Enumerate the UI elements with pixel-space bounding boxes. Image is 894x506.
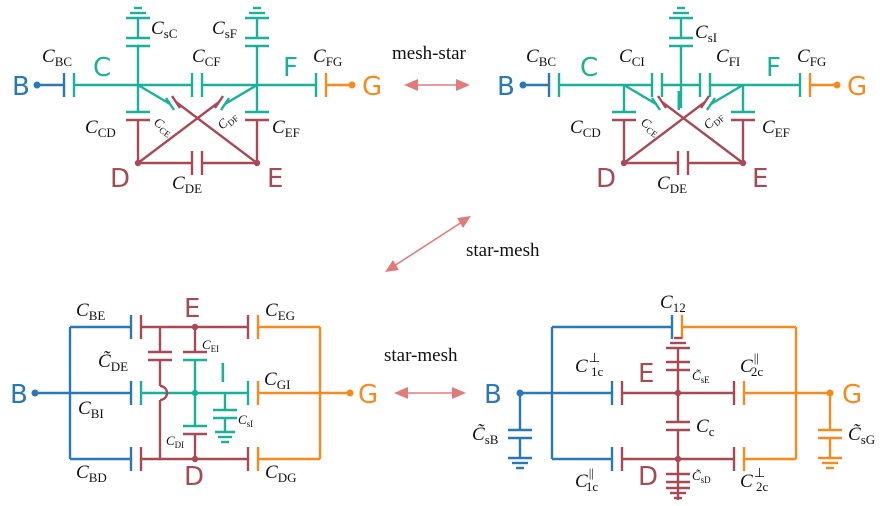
cap-label-ef: CEF xyxy=(272,117,300,140)
node-label-i-tr: I xyxy=(675,87,683,117)
panel-top-left: B C F G D E CsC CsF CBC CCF CFG CCD CEF … xyxy=(12,6,382,196)
cap-label-fi-tr: CFI xyxy=(716,46,740,69)
cap-label-cd-tr: CCD xyxy=(570,117,601,140)
star-mesh-diagonal-arrow: star-mesh xyxy=(385,216,540,272)
cap-label-si-tr: CsI xyxy=(695,22,717,45)
cap-label-si-bl: CsI xyxy=(238,412,253,429)
cap-label-de-bl: C̃DE xyxy=(98,351,128,374)
panel-bottom-right: B E D G C12 C⊥ 1c C|| 1c C|| 2c C⊥ 2c C̃sE C… xyxy=(472,292,875,500)
cap-label-bd-bl: CBD xyxy=(76,462,107,485)
cap-label-ci-tr: CCI xyxy=(619,46,645,69)
node-label-b: B xyxy=(12,72,30,102)
node-label-d: D xyxy=(110,164,130,194)
node-label-e-tr: E xyxy=(752,164,768,194)
op-label-star-mesh-bottom: star-mesh xyxy=(384,345,458,366)
cap-label-sc: CsC xyxy=(151,18,177,41)
cap-label-sf: CsF xyxy=(212,18,237,41)
port-dot-g xyxy=(348,81,356,89)
cap-label-c2c-par-br: C|| 2c xyxy=(740,350,763,379)
node-label-d-tr: D xyxy=(596,164,616,194)
cap-label-c-br: Cc xyxy=(696,416,715,439)
cap-label-sb-br: C̃sB xyxy=(472,424,499,447)
node-label-d-br: D xyxy=(638,462,658,492)
cap-label-cd: CCD xyxy=(85,117,116,140)
cap-label-ei-bl: CEI xyxy=(202,337,219,354)
cap-label-bc-tr: CBC xyxy=(526,46,556,69)
cap-label-be-bl: CBE xyxy=(76,300,105,323)
node-label-f: F xyxy=(283,53,298,83)
node-label-e-bl: E xyxy=(184,294,200,324)
star-mesh-bottom-arrow: star-mesh xyxy=(384,345,466,399)
cap-label-di-bl: CDI xyxy=(166,433,184,450)
cap-label-de-tr: CDE xyxy=(657,173,687,196)
panel-bottom-left: B E I D G CBE CEG C̃DE CEI CBI CGI CsI C… xyxy=(10,294,378,492)
node-label-g-br: G xyxy=(842,380,862,410)
node-label-b-br: B xyxy=(484,380,502,410)
cap-label-gi-bl: CGI xyxy=(264,369,290,392)
cap-label-sd-br: C̃sD xyxy=(692,468,711,485)
cap-label-bc: CBC xyxy=(42,46,72,69)
node-label-c-tr: C xyxy=(580,53,598,83)
cap-label-c1c-perp-br: C⊥ 1c xyxy=(575,350,604,379)
cap-label-eg-bl: CEG xyxy=(265,300,295,323)
cap-label-dg-bl: CDG xyxy=(265,462,296,485)
cap-label-ef-tr: CEF xyxy=(762,117,790,140)
mesh-star-arrow: mesh-star xyxy=(392,43,470,91)
node-label-g-bl: G xyxy=(358,380,378,410)
cap-label-c1c-par-br: C|| 1c xyxy=(575,465,598,494)
cap-label-sg-br: C̃sG xyxy=(848,424,875,447)
cap-label-bi-bl: CBI xyxy=(78,398,104,421)
op-label-mesh-star: mesh-star xyxy=(392,43,467,64)
node-label-e-br: E xyxy=(638,359,654,389)
cap-label-df-tr: CDF xyxy=(700,108,726,134)
op-label-star-mesh-diag: star-mesh xyxy=(466,240,540,261)
node-label-d-bl: D xyxy=(184,462,204,492)
node-label-g-tr: G xyxy=(847,72,867,102)
cap-label-fg: CFG xyxy=(313,46,342,69)
cap-label-cf: CCF xyxy=(192,46,221,69)
node-label-b-tr: B xyxy=(497,72,515,102)
cap-label-de: CDE xyxy=(172,173,202,196)
cap-label-c12-br: C12 xyxy=(660,292,686,315)
node-label-b-bl: B xyxy=(10,380,28,410)
node-label-f-tr: F xyxy=(766,53,781,83)
node-label-i-bl: I xyxy=(219,359,227,389)
node-label-g: G xyxy=(362,72,382,102)
cap-label-fg-tr: CFG xyxy=(797,46,826,69)
node-label-e: E xyxy=(267,164,283,194)
cap-label-df: CDF xyxy=(214,108,240,134)
node-label-c: C xyxy=(93,53,111,83)
panel-top-right: B C I F G D E CsI CBC CCI CFI CFG CCD CE… xyxy=(497,6,867,196)
cap-label-se-br: C̃sE xyxy=(692,368,710,385)
